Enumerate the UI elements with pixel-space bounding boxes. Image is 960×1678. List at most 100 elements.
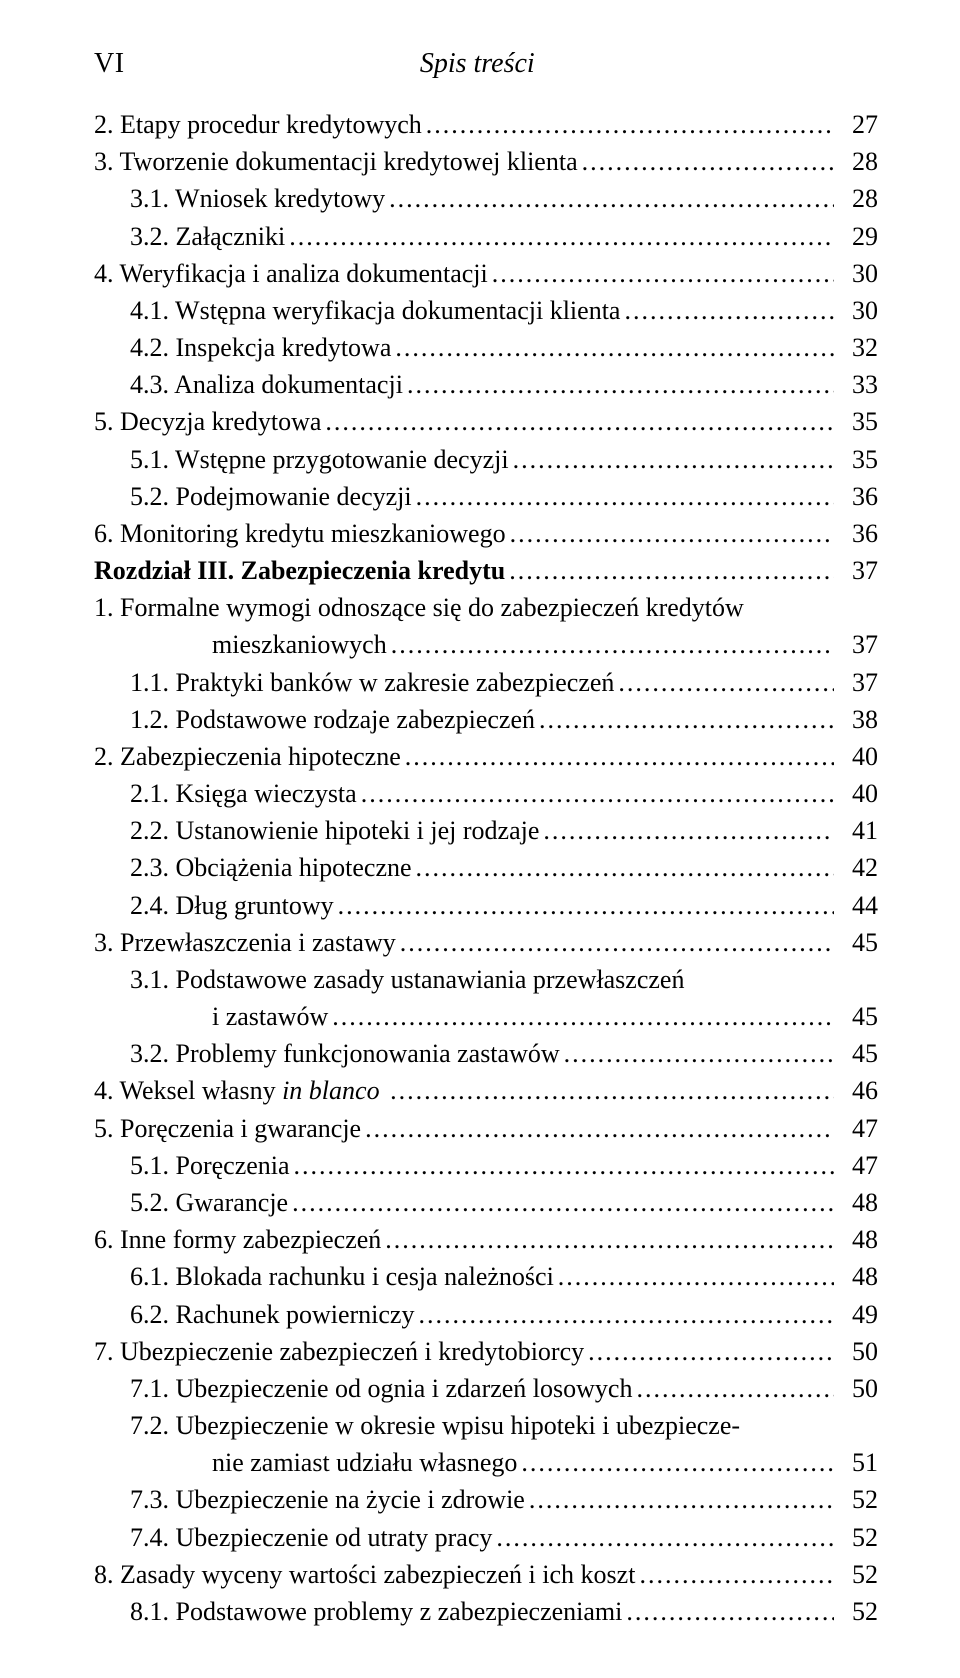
toc-entry: 3. Tworzenie dokumentacji kredytowej kli… [94, 143, 878, 180]
dot-leader [292, 1184, 834, 1221]
toc-page-number: 29 [838, 218, 878, 255]
dot-leader [332, 998, 834, 1035]
toc-label: 5.2. Podejmowanie decyzji [130, 478, 412, 515]
toc-entry: 5. Decyzja kredytowa35 [94, 403, 878, 440]
dot-leader [418, 1296, 834, 1333]
toc-page-number: 40 [838, 738, 878, 775]
toc-label: 6.2. Rachunek powierniczy [130, 1296, 414, 1333]
dot-leader [385, 1221, 834, 1258]
toc-label: 2. Zabezpieczenia hipoteczne [94, 738, 401, 775]
toc-page-number: 52 [838, 1519, 878, 1556]
dot-leader [588, 1333, 834, 1370]
toc-entry: 3.1. Wniosek kredytowy 28 [94, 180, 878, 217]
dot-leader [513, 441, 834, 478]
dot-leader [407, 366, 834, 403]
dot-leader [582, 143, 834, 180]
toc-label: 7.2. Ubezpieczenie w okresie wpisu hipot… [130, 1407, 740, 1444]
toc-page-number: 47 [838, 1110, 878, 1147]
toc-label: 4.3. Analiza dokumentacji [130, 366, 403, 403]
dot-leader [539, 701, 834, 738]
toc-entry: 5. Poręczenia i gwarancje 47 [94, 1110, 878, 1147]
toc-page-number: 48 [838, 1258, 878, 1295]
dot-leader [365, 1110, 834, 1147]
toc-page-number: 35 [838, 441, 878, 478]
toc-label: 3.1. Podstawowe zasady ustanawiania prze… [130, 961, 684, 998]
toc-label: 6.1. Blokada rachunku i cesja należności [130, 1258, 554, 1295]
toc-label: 1.1. Praktyki banków w zakresie zabezpie… [130, 664, 614, 701]
toc-page-number: 28 [838, 143, 878, 180]
toc-page-number: 45 [838, 998, 878, 1035]
toc-page-number: 38 [838, 701, 878, 738]
toc-label: 5. Poręczenia i gwarancje [94, 1110, 361, 1147]
toc-label: 4. Weryfikacja i analiza dokumentacji [94, 255, 488, 292]
dot-leader [400, 924, 834, 961]
toc-entry: 7.2. Ubezpieczenie w okresie wpisu hipot… [94, 1407, 878, 1444]
table-of-contents: 2. Etapy procedur kredytowych273. Tworze… [94, 106, 878, 1630]
toc-label: 6. Inne formy zabezpieczeń [94, 1221, 381, 1258]
dot-leader [521, 1444, 834, 1481]
toc-label: 7.4. Ubezpieczenie od utraty pracy [130, 1519, 492, 1556]
toc-label: 4. Weksel własny in blanco [94, 1072, 386, 1109]
toc-page-number: 48 [838, 1184, 878, 1221]
toc-label: 3.1. Wniosek kredytowy [130, 180, 385, 217]
toc-entry: 4.1. Wstępna weryfikacja dokumentacji kl… [94, 292, 878, 329]
toc-entry: 7. Ubezpieczenie zabezpieczeń i kredytob… [94, 1333, 878, 1370]
toc-label: 8. Zasady wyceny wartości zabezpieczeń i… [94, 1556, 635, 1593]
toc-page-number: 41 [838, 812, 878, 849]
dot-leader [426, 106, 834, 143]
toc-label: 1.2. Podstawowe rodzaje zabezpieczeń [130, 701, 535, 738]
toc-entry: 4.3. Analiza dokumentacji33 [94, 366, 878, 403]
dot-leader [338, 887, 834, 924]
toc-label: 3. Przewłaszczenia i zastawy [94, 924, 396, 961]
toc-entry: 1. Formalne wymogi odnoszące się do zabe… [94, 589, 878, 626]
toc-entry: 2.3. Obciążenia hipoteczne42 [94, 849, 878, 886]
toc-label: 2.4. Dług gruntowy [130, 887, 334, 924]
toc-label: 3. Tworzenie dokumentacji kredytowej kli… [94, 143, 578, 180]
toc-page-number: 30 [838, 255, 878, 292]
dot-leader [543, 812, 834, 849]
toc-page-number: 52 [838, 1556, 878, 1593]
toc-entry: 4. Weksel własny in blanco 46 [94, 1072, 878, 1109]
document-page: VI Spis treści 2. Etapy procedur kredyto… [0, 0, 960, 1678]
toc-label: 8.1. Podstawowe problemy z zabezpieczeni… [130, 1593, 622, 1630]
toc-page-number: 37 [838, 552, 878, 589]
toc-page-number: 28 [838, 180, 878, 217]
dot-leader [416, 849, 834, 886]
toc-entry: 2. Etapy procedur kredytowych27 [94, 106, 878, 143]
dot-leader [405, 738, 834, 775]
toc-page-number: 48 [838, 1221, 878, 1258]
toc-entry: 7.3. Ubezpieczenie na życie i zdrowie52 [94, 1481, 878, 1518]
toc-label: 4.1. Wstępna weryfikacja dokumentacji kl… [130, 292, 620, 329]
toc-entry: 2.4. Dług gruntowy44 [94, 887, 878, 924]
toc-page-number: 45 [838, 1035, 878, 1072]
dot-leader [492, 255, 834, 292]
toc-entry: 8.1. Podstawowe problemy z zabezpieczeni… [94, 1593, 878, 1630]
dot-leader [496, 1519, 834, 1556]
toc-entry: 3.1. Podstawowe zasady ustanawiania prze… [94, 961, 878, 998]
toc-page-number: 27 [838, 106, 878, 143]
toc-entry: 4.2. Inspekcja kredytowa32 [94, 329, 878, 366]
dot-leader [390, 1072, 834, 1109]
toc-entry: 2.2. Ustanowienie hipoteki i jej rodzaje… [94, 812, 878, 849]
toc-label: 6. Monitoring kredytu mieszkaniowego [94, 515, 506, 552]
toc-entry: 6.2. Rachunek powierniczy49 [94, 1296, 878, 1333]
toc-entry: 8. Zasady wyceny wartości zabezpieczeń i… [94, 1556, 878, 1593]
toc-page-number: 50 [838, 1370, 878, 1407]
toc-label: 7. Ubezpieczenie zabezpieczeń i kredytob… [94, 1333, 584, 1370]
dot-leader [636, 1370, 834, 1407]
dot-leader [509, 552, 834, 589]
toc-label: 5.2. Gwarancje [130, 1184, 288, 1221]
toc-entry: 2.1. Księga wieczysta40 [94, 775, 878, 812]
toc-label: 2.3. Obciążenia hipoteczne [130, 849, 412, 886]
toc-entry: 7.4. Ubezpieczenie od utraty pracy 52 [94, 1519, 878, 1556]
dot-leader [510, 515, 834, 552]
toc-entry: 1.1. Praktyki banków w zakresie zabezpie… [94, 664, 878, 701]
toc-entry: 6. Inne formy zabezpieczeń 48 [94, 1221, 878, 1258]
toc-label: 5. Decyzja kredytowa [94, 403, 321, 440]
toc-page-number: 52 [838, 1481, 878, 1518]
toc-label: 5.1. Wstępne przygotowanie decyzji [130, 441, 509, 478]
toc-label: 7.1. Ubezpieczenie od ognia i zdarzeń lo… [130, 1370, 632, 1407]
dot-leader [391, 626, 834, 663]
toc-entry: 2. Zabezpieczenia hipoteczne 40 [94, 738, 878, 775]
toc-label: 4.2. Inspekcja kredytowa [130, 329, 391, 366]
